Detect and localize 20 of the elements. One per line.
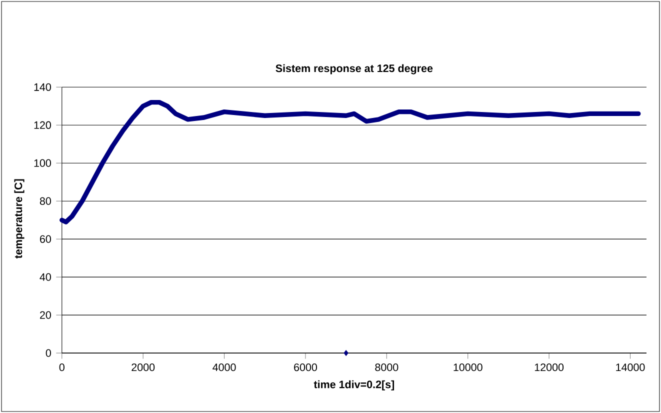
- y-axis-title: temperature [C]: [14, 179, 24, 258]
- x-axis-title: time 1div=0.2[s]: [314, 380, 394, 390]
- y-tick-label: 60: [40, 235, 52, 243]
- x-tick-label: 12000: [534, 364, 564, 372]
- x-tick-label: 2000: [132, 364, 155, 372]
- y-tick-label: 0: [46, 349, 52, 357]
- line-series: [60, 100, 641, 224]
- y-tick-label: 100: [34, 159, 52, 167]
- chart-title: Sistem response at 125 degree: [276, 64, 433, 74]
- x-tick-label: 10000: [454, 364, 482, 372]
- x-tick-label: 8000: [375, 364, 398, 372]
- y-tick-label: 40: [40, 273, 52, 281]
- y-tick-label: 120: [34, 121, 52, 129]
- y-tick-label: 80: [40, 197, 52, 205]
- x-tick-label: 14000: [616, 364, 645, 372]
- y-tick-label: 20: [40, 311, 52, 319]
- x-tick-label: 4000: [212, 364, 236, 372]
- x-tick-label: 0: [59, 364, 64, 372]
- y-tick-label: 140: [34, 83, 52, 91]
- x-tick-label: 6000: [294, 364, 318, 372]
